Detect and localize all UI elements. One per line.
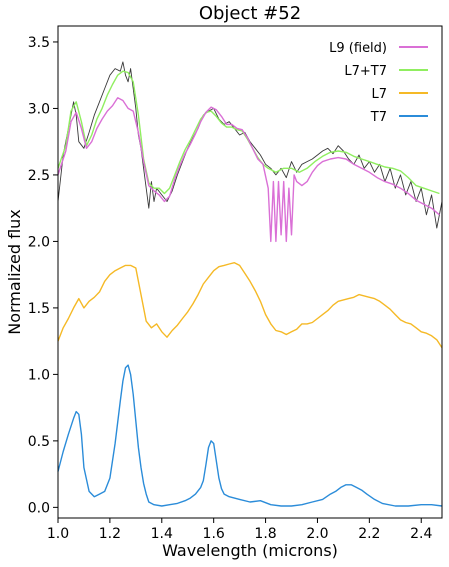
y-tick-label: 3.5 <box>28 35 50 51</box>
series-line-observed <box>57 61 443 229</box>
y-axis-label: Normalized flux <box>5 209 24 335</box>
y-tick-label: 1.5 <box>28 301 50 317</box>
legend: L9 (field) L7+T7 L7 T7 <box>329 41 428 125</box>
x-tick-label: 1.0 <box>47 526 69 542</box>
x-tick-label: 2.2 <box>358 526 380 542</box>
x-axis-label: Wavelength (microns) <box>162 541 338 560</box>
x-tick-label: 1.6 <box>203 526 225 542</box>
y-tick-label: 3.0 <box>28 101 50 117</box>
y-tick-label: 1.0 <box>28 367 50 383</box>
x-tick-label: 1.4 <box>151 526 173 542</box>
x-tick-label: 1.2 <box>99 526 121 542</box>
y-tick-label: 0.5 <box>28 434 50 450</box>
y-tick-label: 2.0 <box>28 234 50 250</box>
series-line-t7 <box>57 364 443 507</box>
y-tick-label: 0.0 <box>28 500 50 516</box>
x-axis: 1.0 1.2 1.4 1.6 1.8 2.0 2.2 2.4 <box>47 518 432 542</box>
x-tick-label: 2.4 <box>410 526 432 542</box>
legend-label: L7+T7 <box>344 64 387 79</box>
series-line-l7 <box>57 262 443 349</box>
legend-label: L9 (field) <box>329 41 387 56</box>
x-tick-label: 2.0 <box>306 526 328 542</box>
legend-label: L7 <box>371 87 387 102</box>
series-layer <box>57 61 443 507</box>
plot-frame <box>57 25 443 519</box>
series-line-l7-t7 <box>57 70 440 195</box>
chart-title: Object #52 <box>199 3 301 24</box>
x-tick-label: 1.8 <box>254 526 276 542</box>
y-axis: 0.0 0.5 1.0 1.5 2.0 2.5 3.0 3.5 <box>28 35 58 516</box>
y-tick-label: 2.5 <box>28 168 50 184</box>
series-line-l9-field <box>57 97 440 243</box>
legend-label: T7 <box>370 110 387 125</box>
